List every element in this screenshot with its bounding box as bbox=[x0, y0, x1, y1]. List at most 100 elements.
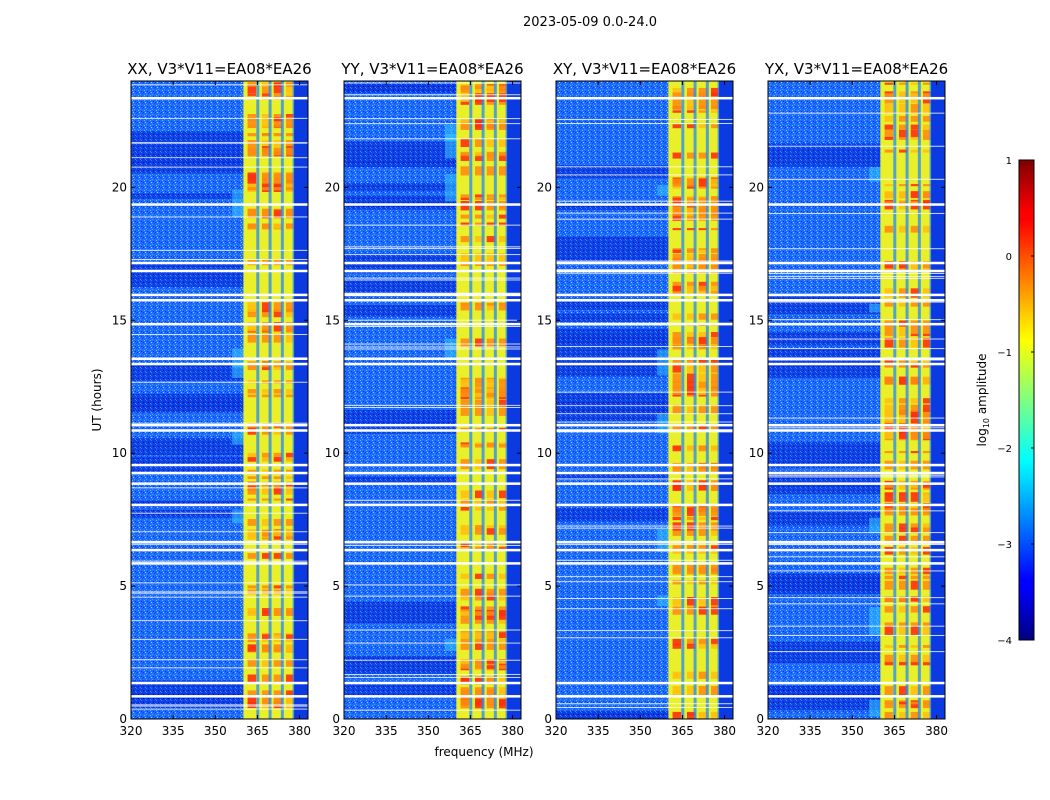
rfi-speckle bbox=[273, 498, 283, 501]
rfi-speckle bbox=[261, 487, 271, 495]
rfi-speckle bbox=[698, 507, 708, 516]
rfi-speckle bbox=[898, 701, 908, 705]
rfi-speckle bbox=[910, 300, 920, 307]
rfi-speckle bbox=[923, 191, 932, 198]
rfi-speckle bbox=[923, 523, 932, 529]
colorbar-ticks: 1 0 −1 −2 −3 −4 bbox=[997, 156, 1034, 647]
rfi-speckle bbox=[686, 373, 696, 383]
flag-gap bbox=[556, 562, 733, 565]
rfi-speckle bbox=[286, 634, 295, 640]
rfi-speckle bbox=[499, 611, 508, 616]
rfi-speckle bbox=[273, 117, 283, 122]
rfi-speckle bbox=[474, 611, 484, 616]
rfi-speckle bbox=[923, 184, 932, 187]
rfi-speckle bbox=[910, 431, 920, 439]
rfi-speckle bbox=[672, 332, 682, 339]
flag-gap bbox=[768, 269, 945, 273]
rfi-speckle bbox=[486, 85, 496, 90]
rfi-speckle bbox=[672, 178, 682, 187]
flag-line bbox=[768, 272, 945, 274]
rfi-speckle bbox=[884, 580, 894, 590]
rfi-speckle bbox=[261, 117, 271, 122]
rfi-speckle bbox=[261, 697, 271, 706]
rfi-speckle bbox=[273, 322, 283, 332]
cyan-patch bbox=[869, 517, 884, 534]
rfi-speckle bbox=[261, 187, 271, 191]
rfi-speckle bbox=[698, 711, 708, 719]
rfi-speckle bbox=[923, 662, 932, 666]
panel-title: XX, V3*V11=EA08*EA26 bbox=[127, 60, 311, 78]
rfi-speckle bbox=[686, 381, 696, 388]
rfi-speckle bbox=[273, 638, 283, 643]
y-tick-label: 20 bbox=[749, 180, 764, 194]
rfi-speckle bbox=[261, 394, 271, 398]
rfi-speckle bbox=[711, 264, 720, 274]
flag-line bbox=[131, 541, 308, 543]
subband-edge-line bbox=[905, 81, 909, 719]
rfi-speckle bbox=[486, 121, 496, 130]
flag-line bbox=[344, 277, 521, 279]
flag-gap bbox=[344, 261, 521, 265]
rfi-speckle bbox=[711, 196, 720, 199]
flag-gap bbox=[344, 503, 521, 507]
rfi-speckle bbox=[686, 545, 696, 550]
rfi-speckle bbox=[460, 528, 470, 535]
panel-xy: XY, V3*V11=EA08*EA26 320 335 350 365 380 0 5 10 1… bbox=[537, 60, 736, 738]
rfi-speckle bbox=[499, 85, 508, 90]
rfi-speckle bbox=[898, 606, 908, 613]
rfi-speckle bbox=[286, 608, 295, 616]
rfi-speckle bbox=[910, 660, 920, 664]
rfi-speckle bbox=[486, 139, 496, 148]
rfi-speckle bbox=[686, 463, 696, 474]
rfi-speckle bbox=[910, 398, 920, 404]
rfi-speckle bbox=[672, 92, 682, 96]
rfi-speckle bbox=[499, 119, 508, 124]
flag-gap bbox=[768, 423, 945, 427]
rfi-speckle bbox=[486, 676, 496, 685]
rfi-speckle bbox=[910, 376, 920, 385]
rfi-speckle bbox=[460, 197, 470, 201]
rfi-speckle bbox=[460, 638, 470, 643]
panel-xx: XX, V3*V11=EA08*EA26 320 335 350 365 380 0 5 10 1… bbox=[112, 60, 312, 738]
flag-gap bbox=[768, 503, 945, 507]
flag-gap bbox=[768, 429, 945, 432]
rfi-speckle bbox=[711, 264, 720, 269]
rfi-speckle bbox=[898, 508, 908, 516]
rfi-speckle bbox=[923, 337, 932, 348]
flag-gap bbox=[344, 322, 521, 326]
colorbar-tick-label: −4 bbox=[997, 636, 1012, 647]
rfi-speckle bbox=[672, 337, 682, 345]
panel-image bbox=[556, 81, 733, 719]
rfi-speckle bbox=[898, 492, 908, 502]
flag-line bbox=[344, 94, 521, 96]
rfi-speckle bbox=[923, 93, 932, 99]
rfi-speckle bbox=[286, 697, 295, 706]
rfi-speckle bbox=[261, 302, 271, 313]
rfi-speckle bbox=[286, 83, 295, 94]
rfi-speckle bbox=[686, 711, 696, 719]
colorbar-tick-label: −1 bbox=[997, 348, 1012, 359]
flag-gap bbox=[344, 357, 521, 360]
rfi-speckle bbox=[698, 184, 708, 189]
rfi-speckle bbox=[286, 322, 295, 332]
rfi-speckle bbox=[910, 626, 920, 635]
rfi-speckle bbox=[460, 302, 470, 311]
flag-line bbox=[768, 427, 945, 429]
rfi-speckle bbox=[910, 191, 920, 198]
rfi-speckle bbox=[247, 644, 257, 652]
subband-edge-line bbox=[693, 81, 697, 719]
rfi-speckle bbox=[286, 481, 295, 491]
flag-line bbox=[556, 346, 733, 348]
y-tick-label: 15 bbox=[537, 313, 552, 327]
flag-line bbox=[768, 556, 945, 558]
rfi-speckle bbox=[286, 674, 295, 683]
rfi-speckle bbox=[460, 525, 470, 530]
rfi-speckle bbox=[247, 114, 257, 119]
rfi-speckle bbox=[698, 285, 708, 292]
rfi-speckle bbox=[711, 386, 720, 395]
rfi-speckle bbox=[910, 711, 920, 719]
flag-gap bbox=[768, 471, 945, 475]
x-tick-label: 380 bbox=[288, 724, 311, 738]
rfi-speckle bbox=[261, 457, 271, 462]
subband-edge-line bbox=[268, 81, 272, 719]
